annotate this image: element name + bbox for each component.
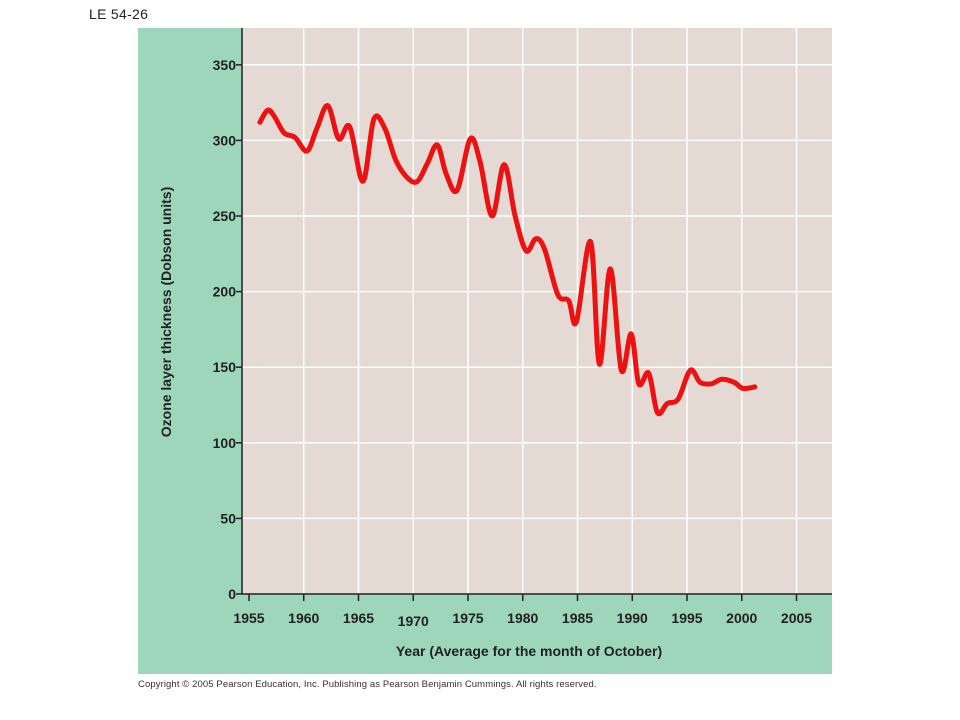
y-tick-label: 200	[213, 284, 237, 300]
y-axis-title: Ozone layer thickness (Dobson units)	[158, 187, 174, 438]
y-tick-label: 50	[220, 510, 236, 526]
y-tick-label: 350	[213, 57, 237, 73]
x-tick-label: 1995	[671, 610, 702, 626]
x-tick-label: 2005	[781, 610, 812, 626]
x-tick-label: 2000	[726, 610, 757, 626]
y-tick-label: 100	[213, 435, 237, 451]
y-tick-label: 250	[213, 208, 237, 224]
x-axis-title: Year (Average for the month of October)	[396, 643, 662, 659]
x-tick-label: 1990	[617, 610, 648, 626]
x-tick-label: 1955	[233, 610, 264, 626]
x-tick-label: 1980	[507, 610, 538, 626]
y-tick-label: 300	[213, 132, 237, 148]
x-tick-label: 1985	[562, 610, 593, 626]
series-layer	[257, 103, 758, 417]
plot-area	[242, 28, 832, 594]
slide-label: LE 54-26	[89, 6, 149, 22]
axis-layer	[236, 28, 832, 601]
x-tick-label: 1975	[452, 610, 483, 626]
tick-label-layer: 1955 1960 1965 1970 1975 1980 1985 1990 1995 2000…	[213, 57, 813, 629]
y-tick-label: 150	[213, 359, 237, 375]
x-tick-label: 1970	[398, 613, 429, 629]
x-tick-label: 1965	[343, 610, 374, 626]
ozone-series-line	[257, 103, 758, 417]
copyright-notice: Copyright © 2005 Pearson Education, Inc.…	[138, 679, 597, 690]
x-tick-label: 1960	[288, 610, 319, 626]
y-tick-label: 0	[228, 586, 236, 602]
